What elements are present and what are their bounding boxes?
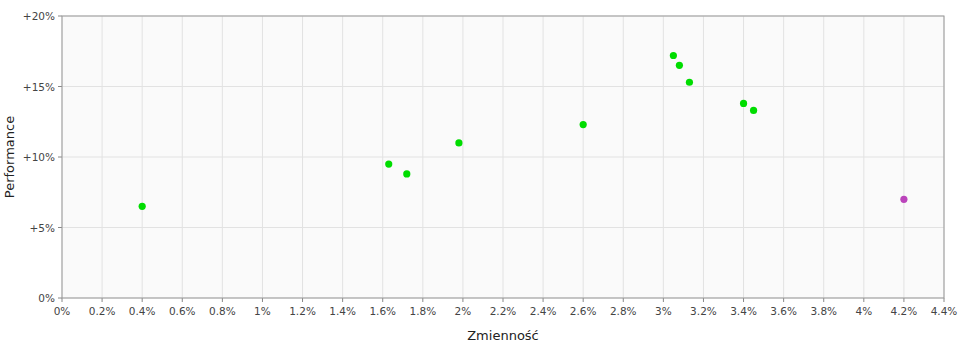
tick-label-x: 0.4% xyxy=(129,305,156,317)
tick-x xyxy=(302,298,303,302)
tick-x xyxy=(342,298,343,302)
tick-label-x: 1.2% xyxy=(289,305,316,317)
tick-label-x: 3.8% xyxy=(810,305,837,317)
tick-label-y: +10% xyxy=(23,151,55,163)
point xyxy=(385,160,392,167)
tick-x xyxy=(462,298,463,302)
point xyxy=(455,139,462,146)
tick-x xyxy=(863,298,864,302)
grid-line-y xyxy=(62,157,944,158)
tick-label-x: 4% xyxy=(855,305,872,317)
tick-x xyxy=(903,298,904,302)
tick-label-x: 2% xyxy=(455,305,472,317)
tick-label-x: 2.6% xyxy=(570,305,597,317)
tick-label-y: +15% xyxy=(23,81,55,93)
tick-label-x: 1.4% xyxy=(329,305,356,317)
tick-label-y: 0% xyxy=(38,292,55,304)
tick-y xyxy=(58,86,62,87)
tick-x xyxy=(102,298,103,302)
tick-x xyxy=(262,298,263,302)
grid-line-y xyxy=(62,86,944,87)
tick-label-x: 1.8% xyxy=(409,305,436,317)
tick-label-y: +5% xyxy=(30,222,55,234)
tick-label-x: 1% xyxy=(254,305,271,317)
y-axis-label: Performance xyxy=(2,116,17,198)
tick-x xyxy=(142,298,143,302)
tick-label-y: +20% xyxy=(23,10,55,22)
point xyxy=(403,170,410,177)
series xyxy=(139,52,758,210)
tick-y xyxy=(58,227,62,228)
tick-label-x: 3.4% xyxy=(730,305,757,317)
tick-y xyxy=(58,157,62,158)
tick-label-x: 3.2% xyxy=(690,305,717,317)
tick-x xyxy=(543,298,544,302)
point xyxy=(670,52,677,59)
tick-label-x: 3% xyxy=(655,305,672,317)
tick-x xyxy=(62,298,63,302)
series xyxy=(900,196,907,203)
x-axis-label: Zmienność xyxy=(467,328,539,343)
point xyxy=(676,62,683,69)
tick-x xyxy=(663,298,664,302)
tick-x xyxy=(743,298,744,302)
tick-x xyxy=(583,298,584,302)
point xyxy=(139,203,146,210)
axes: 0% 0.2% 0.4% 0.6% 0.8% 1% 1.2% 1.4% 1.6% 1.8% 2% 2.… xyxy=(23,10,957,317)
chart-svg: 0% 0.2% 0.4% 0.6% 0.8% 1% 1.2% 1.4% 1.6% 1.8% 2% 2.… xyxy=(0,0,966,350)
point xyxy=(686,79,693,86)
tick-x xyxy=(823,298,824,302)
tick-x xyxy=(222,298,223,302)
tick-x xyxy=(422,298,423,302)
tick-label-x: 1.6% xyxy=(369,305,396,317)
tick-x xyxy=(623,298,624,302)
point xyxy=(750,107,757,114)
tick-y xyxy=(58,298,62,299)
tick-label-x: 0.8% xyxy=(209,305,236,317)
tick-label-x: 2.8% xyxy=(610,305,637,317)
tick-x xyxy=(703,298,704,302)
tick-x xyxy=(182,298,183,302)
points xyxy=(139,52,908,210)
tick-label-x: 4.2% xyxy=(891,305,918,317)
tick-x xyxy=(382,298,383,302)
tick-x xyxy=(944,298,945,302)
tick-label-x: 2.2% xyxy=(490,305,517,317)
point xyxy=(580,121,587,128)
tick-label-x: 0% xyxy=(54,305,71,317)
tick-y xyxy=(58,16,62,17)
tick-label-x: 3.6% xyxy=(770,305,797,317)
chart-container: 0% 0.2% 0.4% 0.6% 0.8% 1% 1.2% 1.4% 1.6% 1.8% 2% 2.… xyxy=(0,0,966,350)
plot-background xyxy=(62,16,944,298)
grid xyxy=(62,16,944,298)
point xyxy=(900,196,907,203)
tick-label-x: 2.4% xyxy=(530,305,557,317)
tick-label-x: 0.2% xyxy=(89,305,116,317)
tick-x xyxy=(503,298,504,302)
tick-label-x: 4.4% xyxy=(931,305,958,317)
point xyxy=(740,100,747,107)
tick-x xyxy=(783,298,784,302)
grid-line-y xyxy=(62,227,944,228)
tick-label-x: 0.6% xyxy=(169,305,196,317)
plot-frame xyxy=(62,16,944,298)
